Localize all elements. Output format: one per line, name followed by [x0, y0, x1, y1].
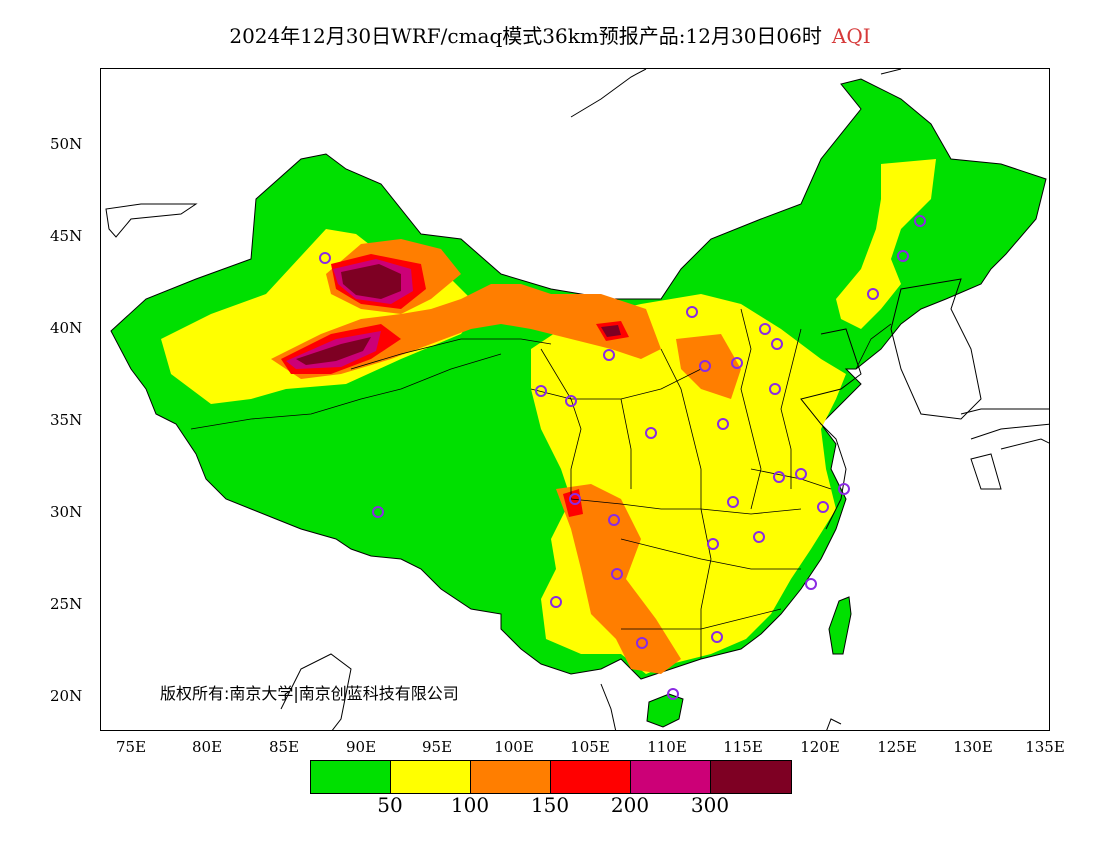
station-circle-icon: [550, 596, 562, 608]
lon-label: 85E: [268, 738, 300, 756]
colorbar-label: 100: [450, 793, 490, 817]
title-text: 2024年12月30日WRF/cmaq模式36km预报产品:12月30日06时: [229, 24, 822, 48]
darkred-zone-central: [601, 325, 621, 337]
station-circle-icon: [727, 496, 739, 508]
colorbar-label: 50: [377, 793, 403, 817]
map-canvas: [105, 69, 1049, 730]
lat-label: 30N: [50, 503, 83, 521]
station-circle-icon: [769, 383, 781, 395]
province-boundaries: [190, 308, 892, 659]
colorbar-label: 300: [690, 793, 730, 817]
copyright-text: 版权所有:南京大学|南京创蓝科技有限公司: [160, 684, 459, 703]
station-circle-icon: [711, 631, 723, 643]
lon-label: 100E: [494, 738, 534, 756]
lat-label: 35N: [50, 411, 83, 429]
station-circle-icon: [914, 215, 926, 227]
station-circle-icon: [636, 637, 648, 649]
station-circle-icon: [686, 306, 698, 318]
station-markers: [319, 215, 926, 700]
title-variable: AQI: [831, 24, 871, 48]
station-circle-icon: [372, 506, 384, 518]
lon-label: 105E: [570, 738, 610, 756]
colorbar-label: 200: [610, 793, 650, 817]
colorbar-cell: [311, 761, 391, 793]
station-circle-icon: [867, 288, 879, 300]
station-circle-icon: [645, 427, 657, 439]
colorbar: [310, 760, 792, 794]
station-circle-icon: [699, 360, 711, 372]
lon-label: 90E: [345, 738, 377, 756]
station-circle-icon: [838, 483, 850, 495]
yellow-zone-northeast: [836, 159, 936, 329]
station-circle-icon: [608, 514, 620, 526]
orange-zone-central: [676, 334, 741, 399]
lon-label: 135E: [1025, 738, 1065, 756]
lon-label: 130E: [953, 738, 993, 756]
station-circle-icon: [707, 538, 719, 550]
station-circle-icon: [319, 252, 331, 264]
station-circle-icon: [753, 531, 765, 543]
station-circle-icon: [771, 338, 783, 350]
station-circle-icon: [535, 385, 547, 397]
colorbar-cell: [471, 761, 551, 793]
lon-label: 115E: [723, 738, 763, 756]
lon-label: 120E: [800, 738, 840, 756]
colorbar-cell: [711, 761, 791, 793]
station-circle-icon: [805, 578, 817, 590]
lat-label: 45N: [50, 227, 83, 245]
lon-label: 75E: [115, 738, 147, 756]
station-circle-icon: [603, 349, 615, 361]
station-circle-icon: [569, 493, 581, 505]
station-circle-icon: [817, 501, 829, 513]
station-circle-icon: [897, 250, 909, 262]
station-circle-icon: [717, 418, 729, 430]
colorbar-cell: [551, 761, 631, 793]
darkred-zone-north: [341, 264, 401, 299]
station-circle-icon: [731, 357, 743, 369]
lat-label: 20N: [50, 687, 83, 705]
hainan-island: [646, 693, 684, 728]
lon-label: 95E: [421, 738, 453, 756]
lon-label: 110E: [647, 738, 687, 756]
lat-label: 50N: [50, 135, 83, 153]
taiwan-island: [828, 596, 852, 655]
station-circle-icon: [611, 568, 623, 580]
lat-label: 40N: [50, 319, 83, 337]
station-circle-icon: [565, 395, 577, 407]
station-circle-icon: [759, 323, 771, 335]
colorbar-cell: [391, 761, 471, 793]
lat-label: 25N: [50, 595, 83, 613]
lon-label: 80E: [191, 738, 223, 756]
station-circle-icon: [667, 688, 679, 700]
neighbor-coastlines: [105, 69, 1049, 730]
darkred-zone-west: [296, 337, 371, 365]
colorbar-cell: [631, 761, 711, 793]
map-title: 2024年12月30日WRF/cmaq模式36km预报产品:12月30日06时 A…: [0, 20, 1100, 49]
station-circle-icon: [795, 468, 807, 480]
colorbar-label: 150: [530, 793, 570, 817]
lon-label: 125E: [877, 738, 917, 756]
map-frame: [100, 68, 1050, 731]
station-circle-icon: [773, 471, 785, 483]
